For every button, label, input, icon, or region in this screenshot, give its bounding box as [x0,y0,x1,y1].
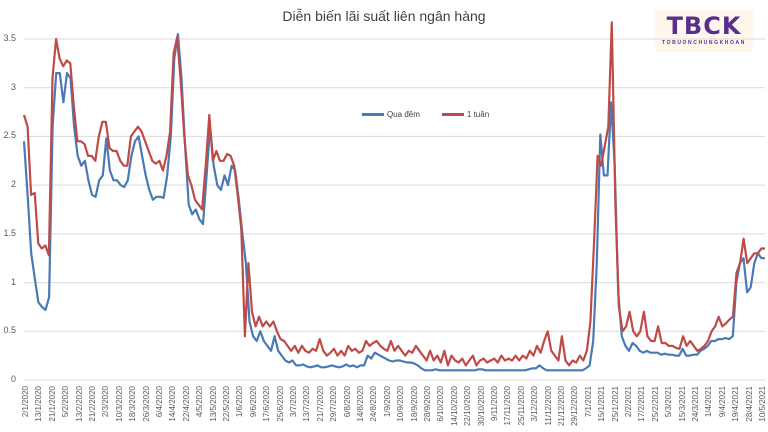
tbck-logo: TBCK TOBUONCHUNGKHOAN [655,10,753,52]
x-tick-label: 17/11/2020 [503,386,513,426]
x-tick-label: 9/6/2020 [248,386,258,418]
chart-title: Diễn biến lãi suất liên ngân hàng [282,8,486,24]
y-tick-label: 1 [10,276,16,287]
x-tick-label: 13/5/2020 [208,386,218,422]
x-tick-label: 5/2/2020 [61,386,71,418]
x-tick-label: 19/4/2021 [731,386,741,422]
x-tick-label: 4/5/2020 [195,386,205,418]
legend-label: 1 tuần [466,110,490,119]
x-tick-label: 2/2/2021 [624,386,633,418]
y-tick-label: 2 [10,179,16,190]
x-tick-label: 7/1/2021 [583,386,593,418]
x-tick-label: 14/10/2020 [449,386,459,427]
series-1-tuan-line [22,21,765,367]
legend-swatch-blue [362,113,384,116]
x-tick-label: 29/7/2020 [329,386,339,422]
x-tick-label: 28/4/2021 [744,386,754,422]
x-tick-label: 30/10/2020 [476,386,486,427]
series-qua-dem-line [22,32,765,372]
y-tick-label: 3 [10,81,16,92]
x-tick-label: 2/3/2020 [101,386,111,418]
x-tick-label: 24/3/2021 [691,386,700,422]
gridlines [24,38,765,381]
x-tick-label: 25/1/2021 [610,386,620,422]
logo-subtext: TOBUONCHUNGKHOAN [662,40,746,46]
x-tick-label: 25/2/2021 [650,386,660,422]
x-tick-label: 10/3/2020 [114,386,124,422]
x-tick-label: 18/9/2020 [409,386,419,422]
x-tick-label: 29/12/2020 [570,386,580,427]
x-tick-label: 9/11/2020 [490,386,499,421]
x-tick-label: 3/12/2020 [530,386,540,422]
x-tick-label: 18/3/2020 [128,386,138,422]
y-tick-label: 2.5 [3,130,16,141]
x-tick-label: 28/9/2020 [423,386,432,422]
x-tick-label: 25/6/2020 [275,386,285,422]
x-tick-label: 26/3/2020 [141,386,151,422]
x-tick-label: 21/12/2020 [557,386,566,427]
x-tick-label: 2/1/2020 [21,386,30,418]
x-tick-label: 3/7/2020 [289,386,298,418]
legend: Qua đêm 1 tuần [362,110,489,119]
y-tick-label: 0 [10,374,16,384]
x-tick-label: 14/8/2020 [356,386,365,422]
legend-item-qua-dem: Qua đêm [362,110,420,119]
x-tick-label: 11/12/2020 [543,386,553,426]
x-tick-label: 17/2/2021 [637,386,647,422]
x-tick-label: 24/8/2020 [369,386,379,422]
x-tick-label: 22/4/2020 [181,386,191,422]
y-tick-label: 1.5 [3,227,16,238]
x-tick-label: 22/10/2020 [463,386,473,427]
x-tick-label: 6/8/2020 [342,386,352,418]
legend-item-1-tuan: 1 tuần [441,110,490,119]
y-tick-label: 0.5 [3,325,16,336]
x-tick-label: 21/2/2020 [88,386,97,422]
x-tick-label: 5/3/2021 [664,386,674,418]
x-tick-label: 15/1/2021 [597,386,607,422]
x-tick-label: 1/9/2020 [382,386,392,418]
x-tick-label: 1/4/2021 [704,386,714,418]
x-tick-label: 13/1/2020 [34,386,44,422]
x-tick-label: 14/4/2020 [168,386,178,422]
x-tick-label: 13/7/2020 [302,386,312,422]
x-tick-label: 13/2/2020 [74,386,84,422]
x-tick-label: 6/10/2020 [436,386,446,422]
y-tick-label: 3.5 [3,33,16,43]
x-tick-label: 9/4/2021 [717,386,727,418]
x-tick-label: 21/1/2020 [47,386,57,422]
x-tick-label: 21/7/2020 [315,386,325,422]
x-tick-label: 15/3/2021 [677,386,687,422]
legend-label: Qua đêm [387,110,420,119]
x-tick-label: 1/6/2020 [235,386,245,418]
x-tick-label: 17/6/2020 [262,386,272,422]
x-tick-label: 22/5/2020 [222,386,231,422]
x-tick-label: 10/5/2021 [758,386,767,422]
x-tick-label: 6/4/2020 [155,386,164,418]
legend-swatch-red [441,113,464,116]
logo-text: TBCK [666,12,742,40]
x-tick-label: 25/11/2020 [516,386,526,426]
x-tick-label: 10/9/2020 [396,386,406,422]
